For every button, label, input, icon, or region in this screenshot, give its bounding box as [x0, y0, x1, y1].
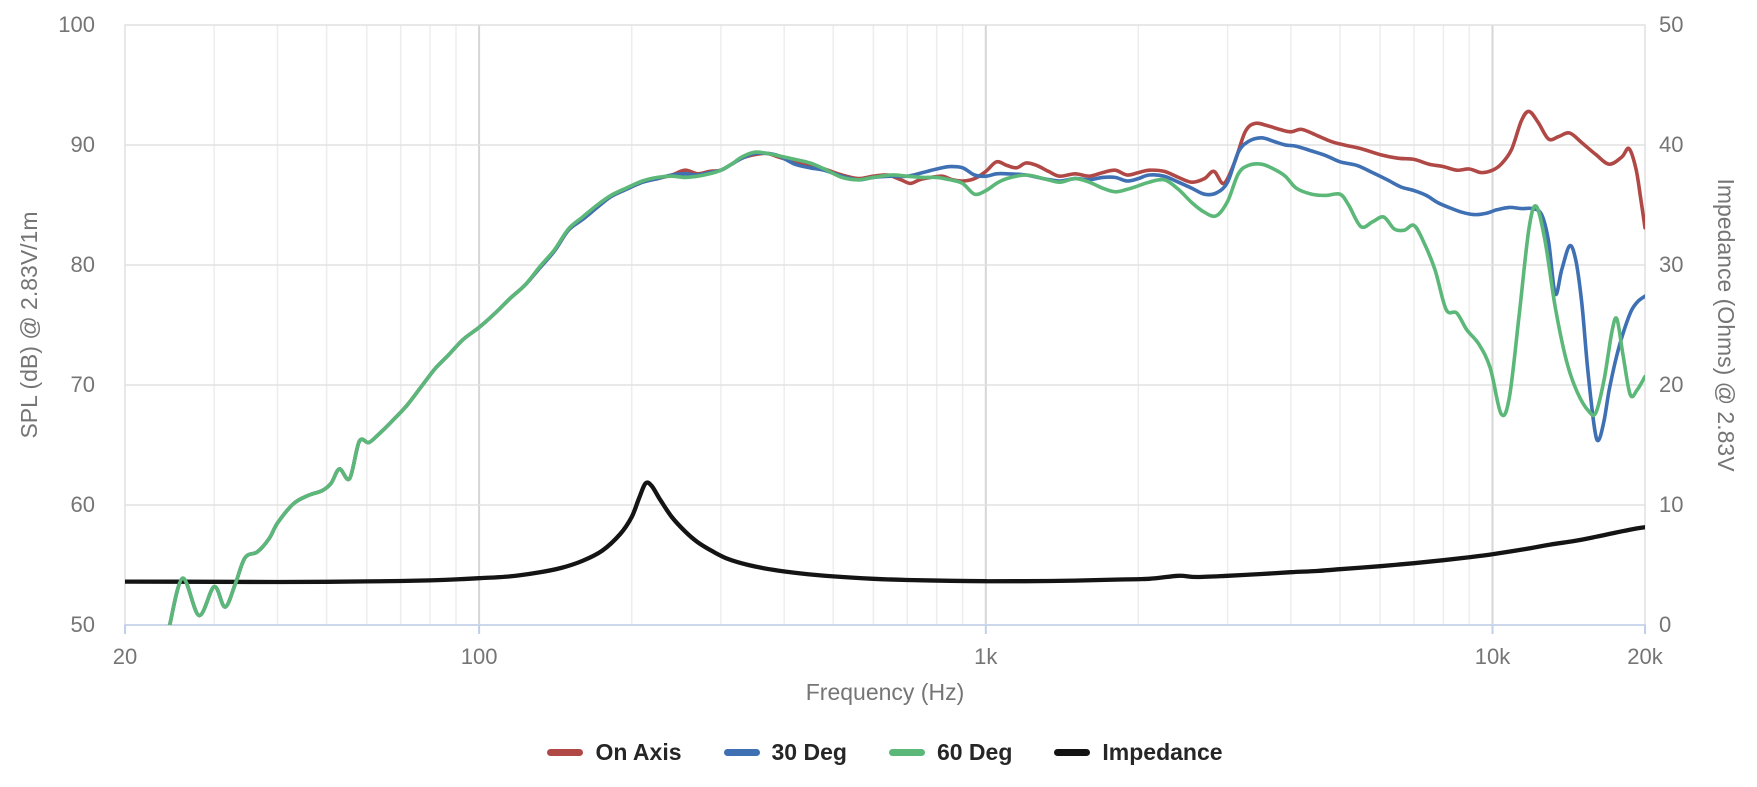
spl-tick-label: 100 [58, 12, 95, 37]
curve-60-deg [167, 150, 1645, 625]
legend-item-on-axis[interactable]: On Axis [547, 739, 682, 765]
legend-dash-icon [547, 748, 584, 756]
spl-tick-label: 50 [70, 612, 95, 637]
legend: On Axis 30 Deg 60 Deg Impedance [125, 739, 1645, 765]
legend-dash-icon [1054, 748, 1091, 756]
spl-tick-label: 60 [70, 492, 95, 517]
legend-item-label: On Axis [595, 739, 682, 765]
legend-item-impedance[interactable]: Impedance [1054, 739, 1223, 765]
legend-dash-icon [888, 748, 925, 756]
frequency-tick-label: 20 [112, 644, 138, 669]
spl-tick-label: 80 [70, 252, 95, 277]
legend-item-label: 30 Deg [771, 739, 847, 765]
legend-item-label: 60 Deg [936, 739, 1013, 765]
legend-dash-icon [723, 748, 760, 756]
impedance-tick-label: 10 [1659, 492, 1684, 517]
legend-item-60-deg[interactable]: 60 Deg [888, 739, 1013, 765]
impedance-tick-label: 40 [1659, 132, 1684, 157]
spl-tick-label: 70 [70, 372, 95, 397]
spl-tick-label: 90 [70, 132, 95, 157]
frequency-tick-label: 10k [1474, 644, 1511, 669]
legend-item-30-deg[interactable]: 30 Deg [723, 739, 847, 765]
frequency-tick-label: 1k [974, 644, 998, 669]
legend-item-label: Impedance [1102, 739, 1223, 765]
frequency-tick-label: 20k [1627, 644, 1663, 669]
impedance-tick-label: 20 [1659, 372, 1684, 397]
frequency-tick-label: 100 [460, 644, 498, 669]
impedance-tick-label: 50 [1659, 12, 1684, 37]
impedance-tick-label: 30 [1659, 252, 1684, 277]
curve-impedance [125, 480, 1645, 585]
left-axis-title: SPL (dB) @ 2.83V/1m [16, 211, 42, 439]
right-axis-title: Impedance (Ohms) @ 2.83V [1713, 178, 1739, 472]
plot-border [124, 24, 1646, 625]
impedance-tick-label: 0 [1659, 612, 1672, 637]
x-axis-title: Frequency (Hz) [805, 679, 965, 705]
